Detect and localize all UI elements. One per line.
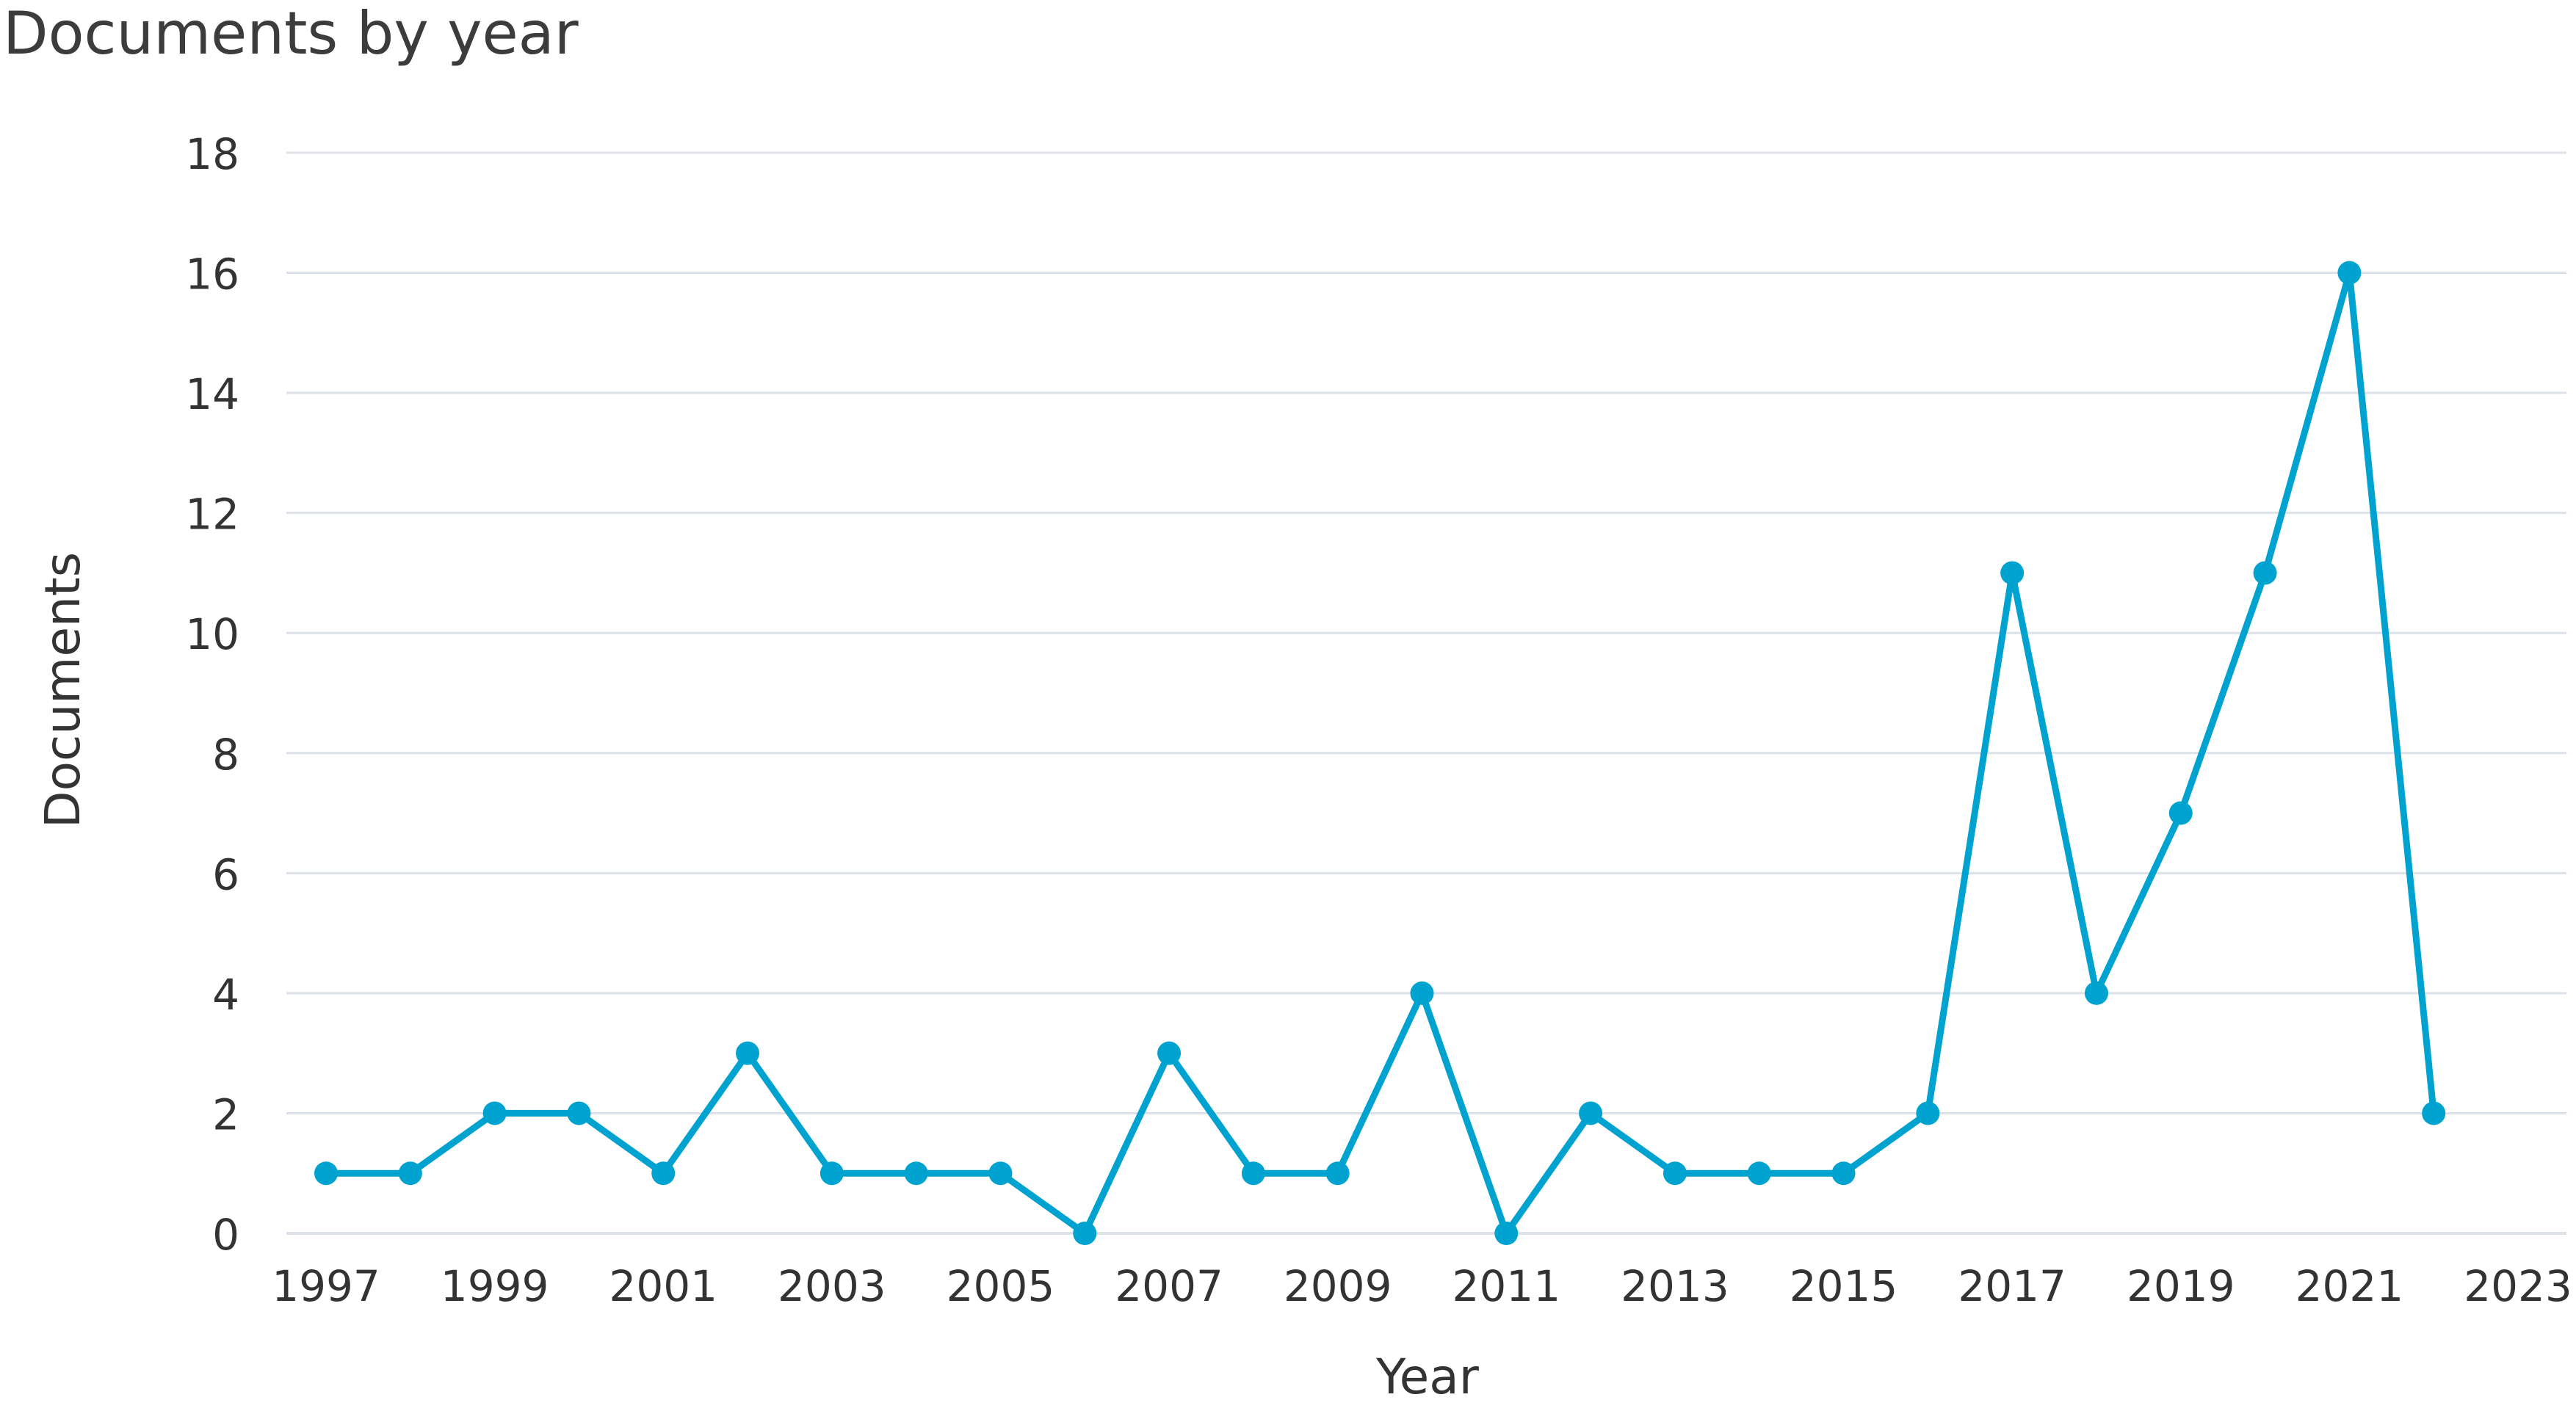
- x-tick-label: 2011: [1452, 1261, 1561, 1311]
- x-axis-label: Year: [1375, 1349, 1480, 1405]
- data-point[interactable]: [482, 1101, 507, 1125]
- y-tick-label: 4: [212, 970, 239, 1020]
- data-point[interactable]: [1831, 1161, 1856, 1186]
- y-tick-label: 18: [185, 129, 239, 179]
- data-points: [314, 261, 2446, 1245]
- data-point[interactable]: [736, 1041, 760, 1065]
- y-tick-label: 10: [185, 609, 239, 659]
- data-point[interactable]: [567, 1101, 591, 1125]
- data-point[interactable]: [904, 1161, 928, 1186]
- x-tick-label: 1999: [441, 1261, 549, 1311]
- chart-title: Documents by year: [3, 0, 579, 68]
- data-point[interactable]: [2168, 801, 2193, 825]
- data-point[interactable]: [820, 1161, 844, 1186]
- x-tick-label: 2017: [1958, 1261, 2066, 1311]
- y-tick-label: 8: [212, 730, 239, 780]
- x-tick-label: 2015: [1790, 1261, 1898, 1311]
- data-point[interactable]: [2000, 561, 2025, 585]
- data-point[interactable]: [651, 1161, 676, 1186]
- data-point[interactable]: [1241, 1161, 1265, 1186]
- x-tick-label: 2013: [1621, 1261, 1729, 1311]
- data-point[interactable]: [1073, 1222, 1097, 1245]
- data-point[interactable]: [2084, 981, 2108, 1005]
- y-tick-label: 2: [212, 1089, 239, 1139]
- data-point[interactable]: [1494, 1222, 1519, 1245]
- y-tick-label: 6: [212, 849, 239, 899]
- x-tick-label: 2005: [947, 1261, 1055, 1311]
- y-tick-labels: 0 2 4 6 8 10 12 14 16 18: [185, 129, 239, 1260]
- y-tick-label: 12: [185, 490, 239, 540]
- x-tick-label: 2019: [2127, 1261, 2235, 1311]
- y-axis-label: Documents: [35, 552, 91, 828]
- y-tick-label: 16: [185, 250, 239, 300]
- data-point[interactable]: [1325, 1161, 1350, 1186]
- data-point[interactable]: [1747, 1161, 1771, 1186]
- data-point[interactable]: [1410, 981, 1434, 1005]
- x-tick-labels: 1997 1999 2001 2003 2005 2007 2009 2011 2013 2015…: [272, 1261, 2572, 1311]
- x-tick-label: 2007: [1115, 1261, 1223, 1311]
- data-point[interactable]: [2253, 561, 2277, 585]
- data-point[interactable]: [2337, 261, 2362, 285]
- data-point[interactable]: [398, 1161, 422, 1186]
- x-tick-label: 2009: [1284, 1261, 1392, 1311]
- data-point[interactable]: [1157, 1041, 1182, 1065]
- data-point[interactable]: [1579, 1101, 1603, 1125]
- data-point[interactable]: [1916, 1101, 1940, 1125]
- series-line: [322, 269, 2437, 1237]
- x-tick-label: 1997: [272, 1261, 380, 1311]
- data-point[interactable]: [988, 1161, 1013, 1186]
- data-point[interactable]: [2422, 1101, 2446, 1125]
- y-tick-label: 0: [212, 1210, 239, 1260]
- y-tick-label: 14: [185, 369, 239, 419]
- data-point[interactable]: [314, 1161, 338, 1186]
- x-tick-label: 2023: [2464, 1261, 2572, 1311]
- x-tick-label: 2021: [2295, 1261, 2404, 1311]
- x-tick-label: 2001: [609, 1261, 717, 1311]
- x-tick-label: 2003: [778, 1261, 886, 1311]
- data-point[interactable]: [1663, 1161, 1687, 1186]
